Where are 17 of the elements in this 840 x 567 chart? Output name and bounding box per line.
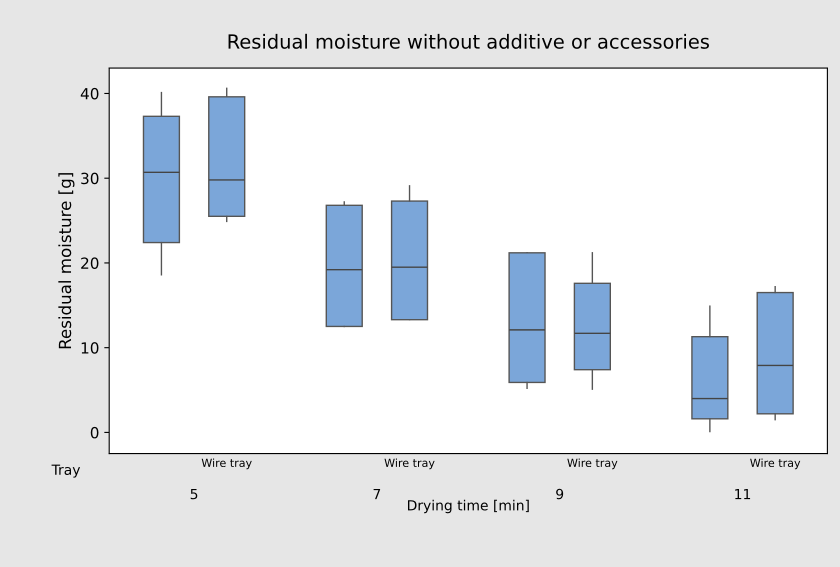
text: Tray bbox=[52, 464, 80, 478]
x-tick-label: Wire tray bbox=[567, 458, 618, 470]
y-tick-label: 20 bbox=[81, 257, 98, 269]
y-tick-label: 30 bbox=[81, 172, 98, 184]
x-axis-title: Drying time [min] bbox=[408, 500, 529, 514]
y-axis-title: Residual moisture [g] bbox=[58, 173, 74, 348]
text: 7 bbox=[374, 488, 380, 500]
text: 11 bbox=[735, 488, 750, 500]
y-tick-label: 10 bbox=[82, 342, 98, 354]
x-tick-label: Wire tray bbox=[202, 458, 252, 470]
text: 9 bbox=[556, 488, 564, 500]
chart-title: Residual moisture without additive or accessories bbox=[228, 34, 709, 49]
y-tick-label: 40 bbox=[80, 88, 98, 100]
x-tick-label: Wire tray bbox=[750, 458, 800, 470]
y-tick-label: 0 bbox=[90, 426, 98, 438]
text: 5 bbox=[190, 488, 198, 500]
x-tick-label: Wire tray bbox=[384, 458, 435, 470]
